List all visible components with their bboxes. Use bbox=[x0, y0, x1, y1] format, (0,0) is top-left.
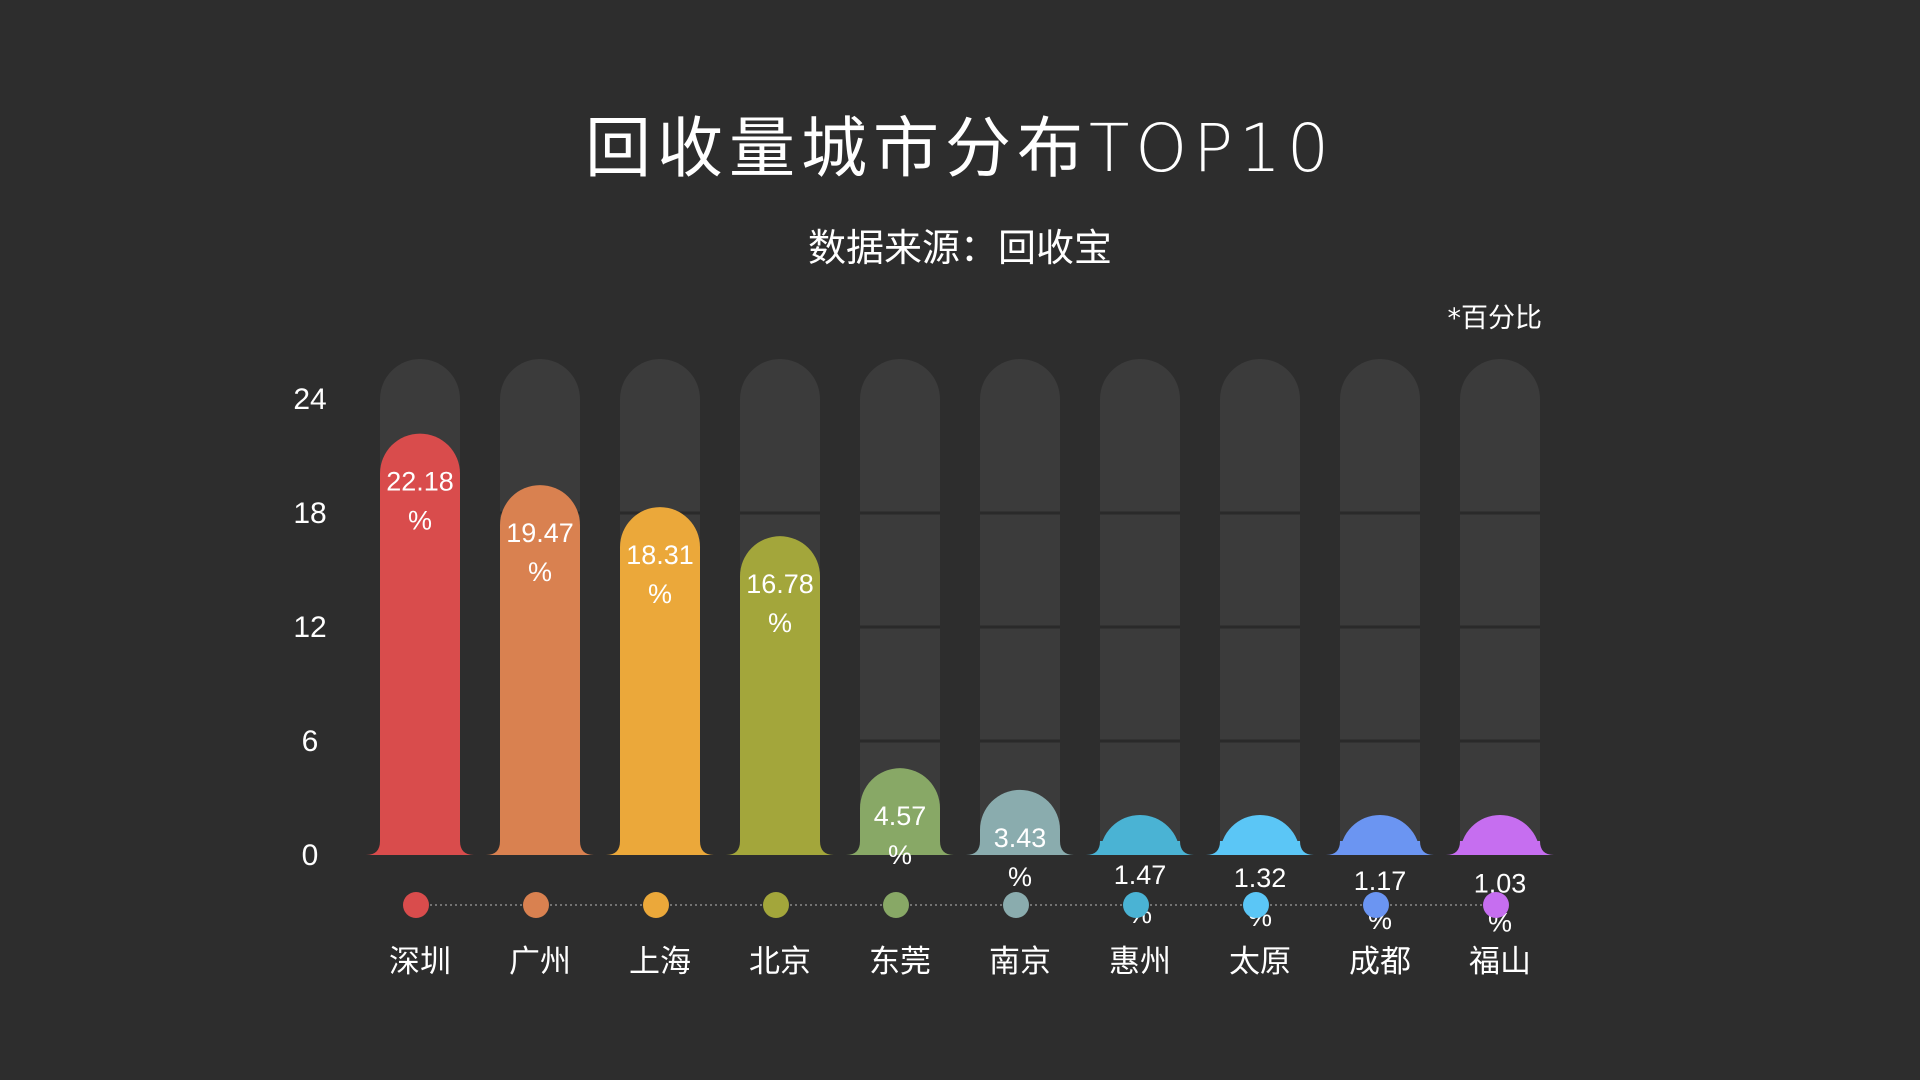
y-tick-label: 24 bbox=[293, 383, 326, 416]
chart-subtitle: 数据来源：回收宝 bbox=[807, 226, 1112, 270]
data-label-value: 1.17 bbox=[1354, 866, 1407, 896]
category-dot bbox=[403, 892, 429, 918]
category-label: 东莞 bbox=[869, 944, 931, 980]
data-label-suffix: % bbox=[768, 608, 792, 638]
data-label-suffix: % bbox=[648, 579, 672, 609]
data-label-suffix: % bbox=[888, 840, 912, 870]
category-label: 惠州 bbox=[1109, 944, 1171, 980]
category-label: 成都 bbox=[1349, 944, 1411, 980]
bar-track bbox=[1340, 359, 1420, 855]
category-dot bbox=[523, 892, 549, 918]
y-tick-label: 12 bbox=[293, 611, 326, 644]
category-dot bbox=[1003, 892, 1029, 918]
unit-note: *百分比 bbox=[1447, 303, 1543, 334]
data-label-value: 16.78 bbox=[746, 569, 814, 599]
data-label-value: 19.47 bbox=[506, 518, 574, 548]
category-dot bbox=[643, 892, 669, 918]
data-label-value: 22.18 bbox=[386, 467, 454, 497]
data-label-suffix: % bbox=[528, 557, 552, 587]
data-label-value: 18.31 bbox=[626, 540, 694, 570]
category-dot bbox=[763, 892, 789, 918]
bar bbox=[620, 507, 700, 855]
category-dot bbox=[1363, 892, 1389, 918]
category-dot bbox=[1483, 892, 1509, 918]
bar bbox=[380, 433, 460, 855]
bar-track bbox=[860, 359, 940, 855]
bar bbox=[1220, 815, 1300, 855]
category-dot bbox=[1243, 892, 1269, 918]
category-dot bbox=[883, 892, 909, 918]
bar-track bbox=[980, 359, 1060, 855]
category-label: 北京 bbox=[749, 944, 811, 980]
y-tick-label: 0 bbox=[302, 839, 319, 872]
category-label: 广州 bbox=[509, 944, 571, 980]
category-label: 深圳 bbox=[389, 944, 451, 980]
data-label-value: 3.43 bbox=[994, 823, 1047, 853]
bar bbox=[500, 485, 580, 855]
chart-title: 回收量城市分布TOP10 bbox=[584, 110, 1336, 187]
data-label-value: 4.57 bbox=[874, 801, 927, 831]
bar-track bbox=[1460, 359, 1540, 855]
data-label-value: 1.32 bbox=[1234, 863, 1287, 893]
bar bbox=[1340, 815, 1420, 855]
bar bbox=[980, 789, 1060, 855]
bar bbox=[860, 768, 940, 855]
category-label: 南京 bbox=[989, 944, 1051, 980]
data-label-suffix: % bbox=[1008, 862, 1032, 892]
y-tick-label: 18 bbox=[293, 497, 326, 530]
bar bbox=[1460, 815, 1540, 855]
bar-track bbox=[1220, 359, 1300, 855]
category-dot bbox=[1123, 892, 1149, 918]
data-label-value: 1.47 bbox=[1114, 860, 1167, 890]
data-label-suffix: % bbox=[408, 506, 432, 536]
bar bbox=[1100, 815, 1180, 855]
bar bbox=[740, 536, 820, 855]
category-label: 上海 bbox=[629, 944, 691, 980]
category-label: 太原 bbox=[1229, 944, 1291, 980]
y-tick-label: 6 bbox=[302, 725, 319, 758]
bar-track bbox=[1100, 359, 1180, 855]
category-label: 福山 bbox=[1469, 944, 1531, 980]
